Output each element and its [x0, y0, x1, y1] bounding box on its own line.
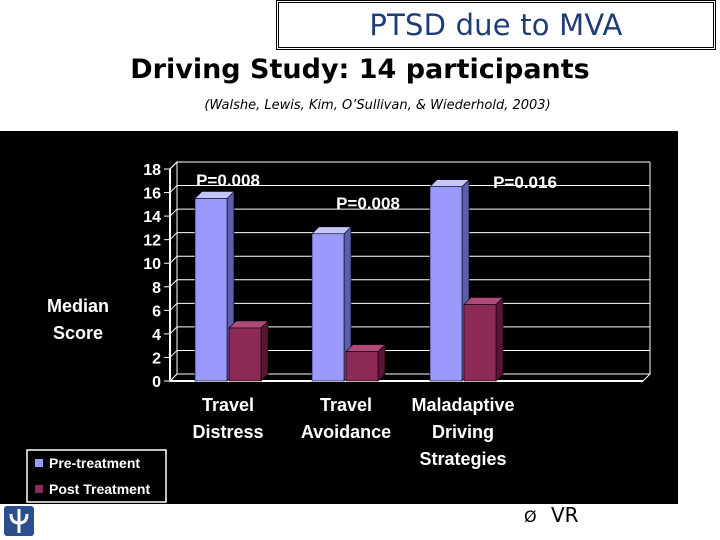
bar-chart: 0 2 4 6 8 10 12 14 16 18 Median Score Travel Distress…: [26, 160, 652, 503]
bar-post-treatment: [345, 351, 379, 382]
y-tick-label: 14: [143, 209, 161, 226]
y-tick-label: 8: [152, 280, 161, 297]
bar-post-treatment: [228, 327, 262, 382]
gridline-side: [169, 350, 178, 358]
x-tick-label: Strategies: [419, 449, 506, 469]
y-tick-label: 12: [143, 233, 161, 250]
gridline-side: [169, 326, 178, 335]
x-tick-label: Maladaptive: [411, 395, 514, 415]
bar-post-treatment-top: [463, 297, 504, 305]
x-tick-label: Distress: [192, 422, 263, 442]
y-axis-label: Score: [53, 323, 103, 343]
y-tick-label: 4: [152, 327, 161, 344]
legend-swatch: [35, 485, 43, 493]
bar-post-treatment-side: [495, 296, 504, 382]
y-axis-label: Median: [47, 296, 109, 316]
bar-post-treatment-side: [260, 320, 269, 382]
x-tick-label: Travel: [320, 395, 372, 415]
bullet-marker: Ø: [524, 507, 537, 526]
bullet-text: VR: [550, 503, 579, 527]
bar-pre-treatment: [311, 233, 345, 382]
chart-panel: 0 2 4 6 8 10 12 14 16 18 Median Score Travel Distress…: [0, 131, 678, 504]
gridline-side: [169, 232, 178, 241]
gridline-side: [169, 208, 178, 217]
bar-pre-treatment-top: [429, 179, 470, 187]
x-tick-label: Travel: [202, 395, 254, 415]
title-box: PTSD due to MVA: [276, 0, 716, 50]
citation: (Walshe, Lewis, Kim, O’Sullivan, & Wiede…: [204, 98, 551, 113]
legend-label: Pre-treatment: [49, 455, 140, 471]
y-tick-label: 2: [152, 350, 161, 367]
bullet-item: Ø VR: [524, 503, 579, 527]
chart-side-wall: [169, 160, 178, 383]
legend-box: [26, 449, 167, 503]
bar-pre-treatment-top: [194, 191, 235, 199]
gridline-side: [169, 279, 178, 288]
bar-post-treatment: [463, 304, 497, 382]
x-tick-label: Avoidance: [301, 422, 391, 442]
y-tick-label: 6: [152, 303, 161, 320]
p-value-annotation: P=0.008: [336, 194, 400, 213]
bar-post-treatment-top: [228, 320, 269, 329]
bar-pre-treatment: [429, 186, 463, 382]
gridline-side: [169, 161, 178, 170]
x-tick-label: Driving: [432, 422, 494, 442]
y-tick-label: 0: [152, 374, 161, 391]
bar-pre-treatment-top: [311, 226, 352, 235]
gridline-side: [169, 185, 178, 193]
y-tick-label: 18: [143, 162, 161, 179]
logo-icon: [4, 506, 34, 536]
bar-post-treatment-top: [345, 344, 386, 352]
slide-subtitle: Driving Study: 14 participants: [130, 54, 590, 85]
y-tick-label: 16: [143, 186, 161, 203]
legend-label: Post Treatment: [49, 481, 150, 497]
gridline-side: [169, 255, 178, 264]
p-value-annotation: P=0.008: [196, 171, 260, 190]
gridline-side: [169, 302, 178, 311]
slide-title: PTSD due to MVA: [369, 8, 623, 42]
legend-swatch: [35, 459, 43, 467]
y-tick-label: 10: [143, 256, 161, 273]
bar-pre-treatment: [194, 198, 228, 382]
p-value-annotation: P=0.016: [493, 173, 557, 192]
